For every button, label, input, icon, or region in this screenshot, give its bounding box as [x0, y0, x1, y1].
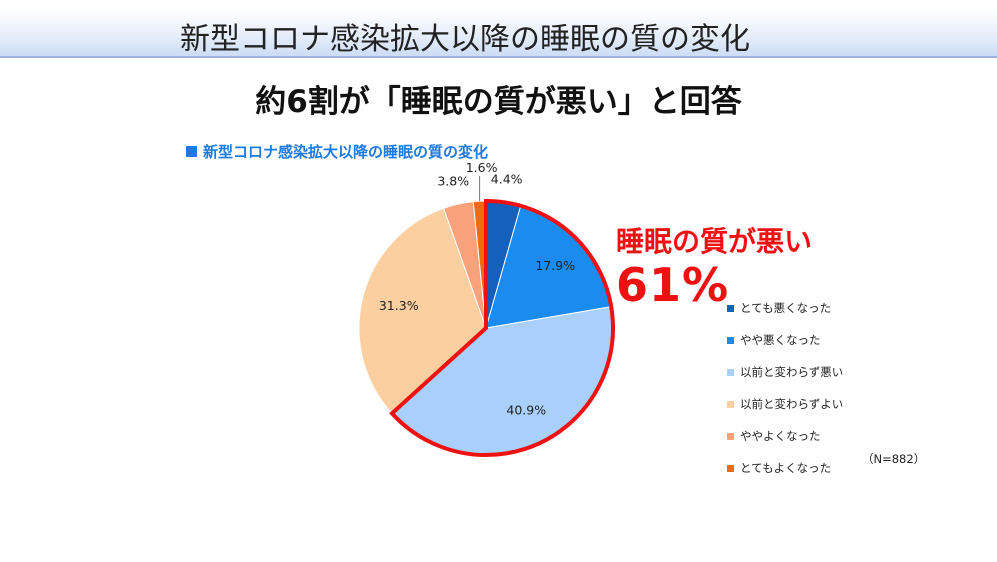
- legend-swatch: [727, 464, 734, 472]
- chart-title: 新型コロナ感染拡大以降の睡眠の質の変化: [186, 141, 488, 162]
- sample-size-note: （N=882）: [862, 452, 926, 466]
- legend-label: ややよくなった: [740, 429, 821, 443]
- legend-label: 以前と変わらず悪い: [740, 365, 844, 379]
- square-bullet-icon: [186, 146, 197, 157]
- legend-item: 以前と変わらず悪い: [727, 356, 843, 388]
- legend-item: とてもよくなった: [727, 452, 843, 484]
- slice-label: 17.9%: [535, 258, 575, 273]
- legend-item: やや悪くなった: [727, 324, 843, 356]
- legend-label: やや悪くなった: [740, 333, 821, 347]
- legend-swatch: [727, 336, 734, 344]
- legend-swatch: [727, 400, 734, 408]
- slice-label: 3.8%: [437, 174, 469, 189]
- legend-item: とても悪くなった: [727, 292, 843, 324]
- slice-label: 1.6%: [466, 160, 498, 175]
- highlight-outline: [389, 198, 615, 457]
- slice-label: 31.3%: [379, 298, 419, 313]
- legend-swatch: [727, 368, 734, 376]
- callout-value: 61%: [616, 258, 730, 312]
- pie-slice: [358, 207, 487, 415]
- legend-swatch: [727, 304, 734, 312]
- chart-title-text: 新型コロナ感染拡大以降の睡眠の質の変化: [203, 143, 489, 161]
- slice-label: 40.9%: [506, 403, 546, 418]
- callout-label: 睡眠の質が悪い: [616, 225, 813, 258]
- title-band: [0, 10, 997, 58]
- slide-title: 新型コロナ感染拡大以降の睡眠の質の変化: [180, 22, 750, 57]
- legend-item: ややよくなった: [727, 420, 843, 452]
- legend-label: 以前と変わらずよい: [740, 397, 844, 411]
- legend-item: 以前と変わらずよい: [727, 388, 843, 420]
- legend-swatch: [727, 432, 734, 440]
- slice-label: 4.4%: [491, 171, 523, 186]
- legend-label: とても悪くなった: [740, 301, 832, 315]
- headline: 約6割が「睡眠の質が悪い」と回答: [255, 84, 742, 120]
- legend-label: とてもよくなった: [740, 461, 832, 475]
- legend: とても悪くなった やや悪くなった以前と変わらず悪い 以前と変わらずよい ややよくなった…: [727, 292, 843, 484]
